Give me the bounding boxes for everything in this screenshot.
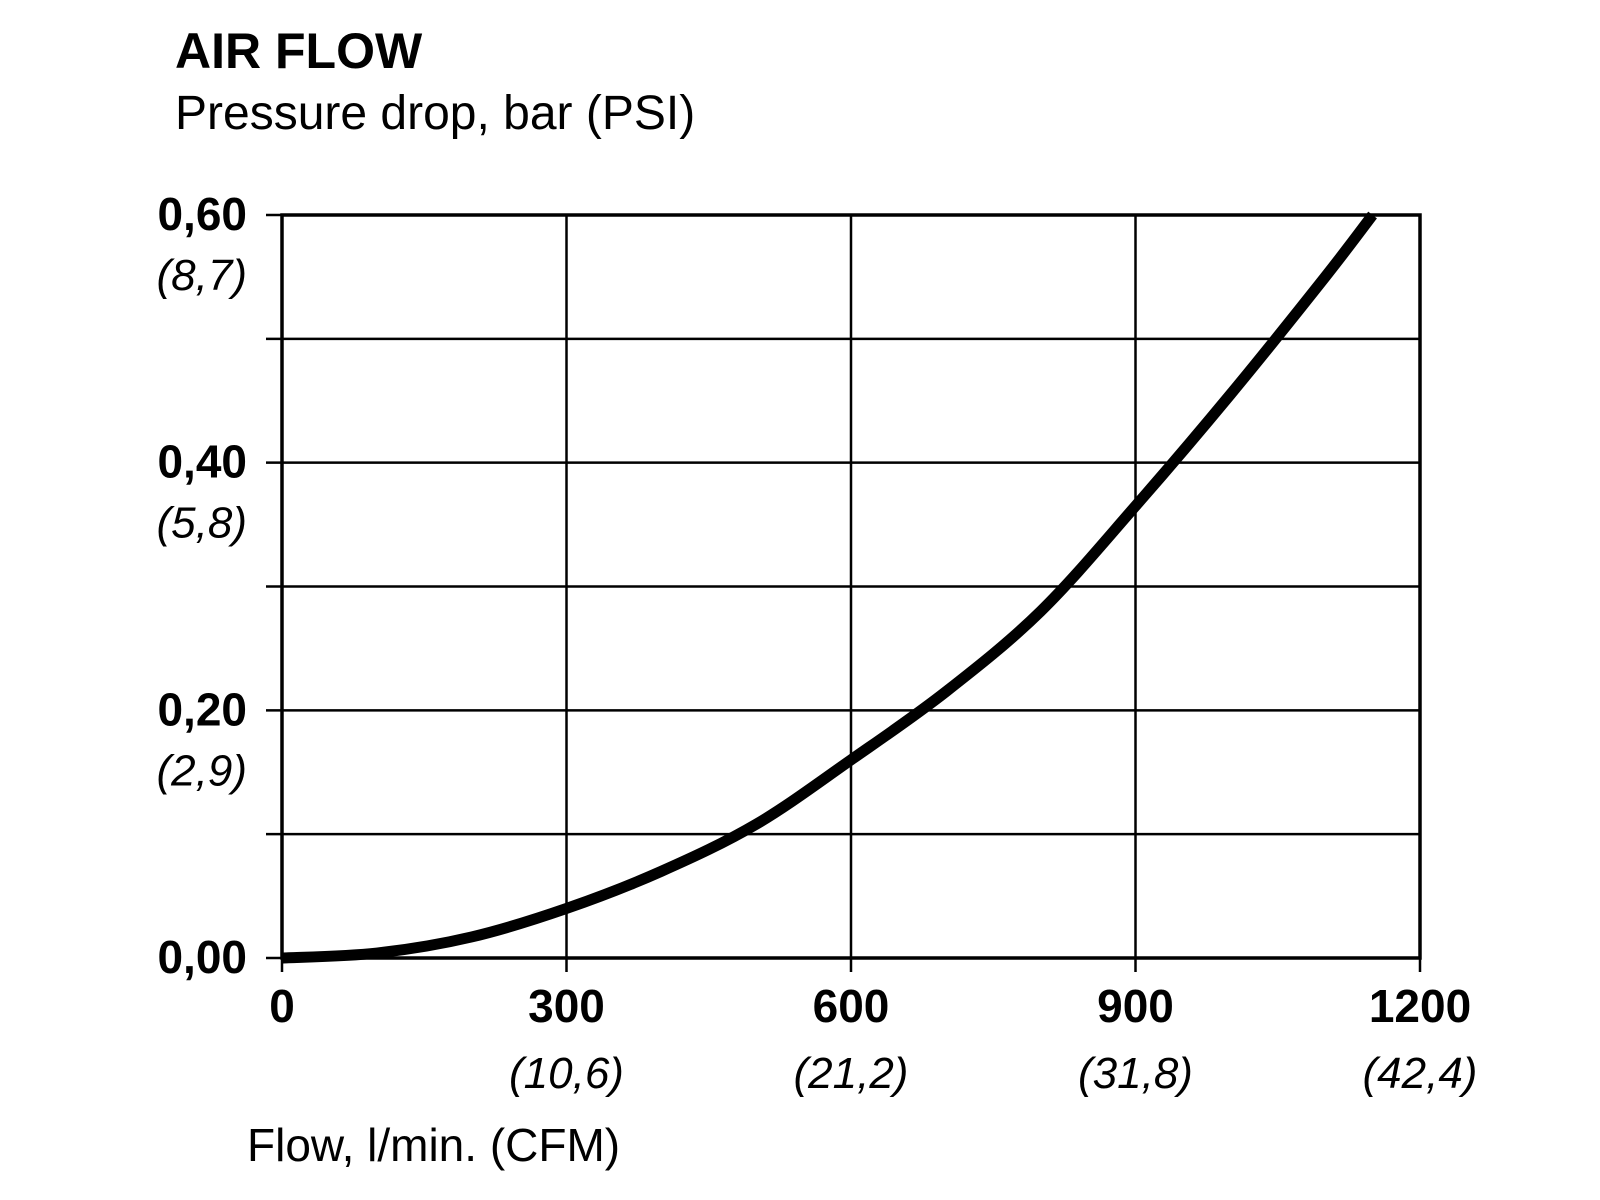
y-tick-alt-label: (8,7): [157, 251, 247, 300]
x-tick-label: 300: [528, 980, 605, 1032]
series-line: [281, 211, 1377, 964]
y-tick-label: 0,00: [157, 931, 247, 983]
x-tick-label: 1200: [1369, 980, 1471, 1032]
series-layer: [281, 211, 1377, 964]
y-tick-label: 0,20: [157, 683, 247, 735]
plot-border: [280, 213, 1422, 960]
y-tick-alt-label: (5,8): [157, 499, 247, 548]
chart-title: AIR FLOW: [175, 23, 423, 79]
x-tick-label: 900: [1097, 980, 1174, 1032]
plot-frame: [280, 213, 1422, 960]
x-tick-label: 0: [269, 980, 295, 1032]
y-tick-alt-label: (2,9): [157, 746, 247, 795]
x-tick-alt-label: (10,6): [509, 1049, 624, 1098]
y-tick-label: 0,60: [157, 188, 247, 240]
x-tick-alt-label: (42,4): [1363, 1049, 1478, 1098]
grid-lines: [266, 213, 1422, 972]
x-tick-alt-label: (31,8): [1078, 1049, 1193, 1098]
x-axis-label: Flow, l/min. (CFM): [247, 1119, 621, 1171]
x-tick-label: 600: [813, 980, 890, 1032]
axis-ticks: 0,00 0,20 (2,9) 0,40 (5,8) 0,60 (8,7) 0 300 (10,6…: [157, 188, 1478, 1098]
y-tick-label: 0,40: [157, 436, 247, 488]
x-tick-alt-label: (21,2): [794, 1049, 909, 1098]
y-axis-label: Pressure drop, bar (PSI): [175, 87, 696, 140]
